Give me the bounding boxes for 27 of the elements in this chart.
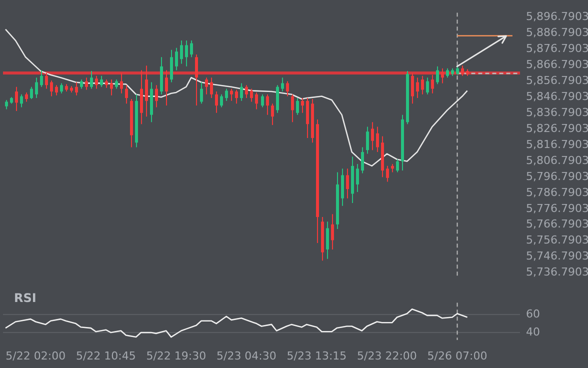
x-tick-label: 5/22 02:00 <box>6 349 66 362</box>
y-tick-label: 5,826.7903 <box>526 122 588 135</box>
y-tick-label: 5,836.7903 <box>526 106 588 119</box>
y-tick-label: 5,806.7903 <box>526 154 588 167</box>
y-tick-label: 5,886.7903 <box>526 26 588 40</box>
x-tick-label: 5/26 07:00 <box>427 349 488 362</box>
y-tick-label: 40 <box>526 325 540 338</box>
y-tick-label: 60 <box>526 307 540 320</box>
x-tick-label: 5/23 13:15 <box>286 349 347 362</box>
x-tick-label: 5/22 10:45 <box>76 349 136 362</box>
y-tick-label: 5,896.7903 <box>526 10 588 24</box>
y-tick-label: 5,786.7903 <box>526 186 588 199</box>
y-tick-label: 5,776.7903 <box>526 202 588 215</box>
y-tick-label: 5,816.7903 <box>526 138 588 151</box>
chart-title: RSI <box>14 291 36 305</box>
y-tick-label: 5,846.7903 <box>526 90 588 103</box>
x-tick-label: 5/22 19:30 <box>146 349 206 362</box>
y-tick-label: 5,856.7903 <box>526 74 588 87</box>
y-tick-label: 5,746.7903 <box>526 250 588 263</box>
y-tick-label: 5,796.7903 <box>526 170 588 183</box>
y-tick-label: 5,876.7903 <box>526 42 588 56</box>
y-tick-label: 5,736.7903 <box>526 266 588 279</box>
x-tick-label: 5/23 22:00 <box>357 349 417 362</box>
y-tick-label: 5,766.7903 <box>526 218 588 231</box>
x-tick-label: 5/23 04:30 <box>216 349 276 362</box>
y-tick-label: 5,866.7903 <box>526 58 588 72</box>
y-tick-label: 5,756.7903 <box>526 234 588 247</box>
